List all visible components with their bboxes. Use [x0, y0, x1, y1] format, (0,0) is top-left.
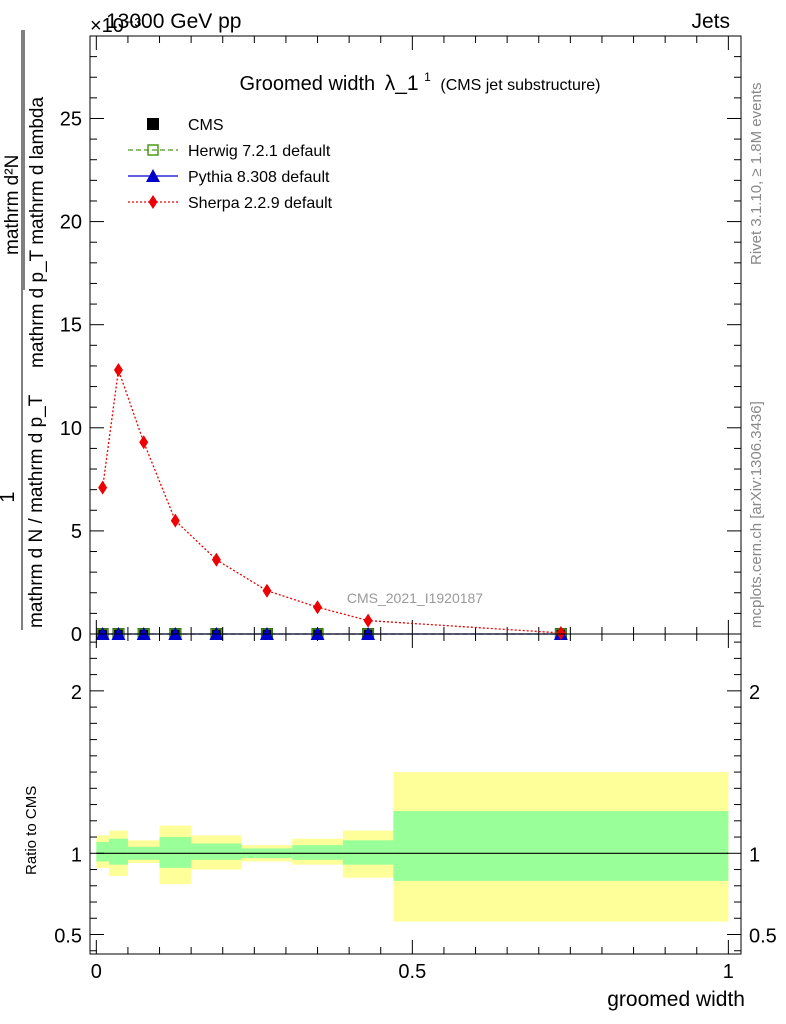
legend-marker — [147, 118, 159, 130]
data-point-3 — [363, 613, 373, 628]
data-point-3 — [170, 513, 180, 528]
title-superscript: 1 — [424, 70, 431, 84]
data-point-3 — [211, 552, 221, 567]
main-ytick-label: 15 — [60, 315, 82, 337]
ratio-band-inner — [159, 837, 192, 868]
legend-marker — [147, 144, 159, 156]
ratio-ytick-label: 2 — [71, 682, 82, 704]
ratio-band-inner — [108, 838, 128, 865]
legend-label: Sherpa 2.2.9 default — [188, 195, 333, 212]
data-point-3 — [313, 600, 323, 615]
main-ytick-label: 20 — [60, 212, 82, 234]
data-point-3 — [556, 625, 566, 640]
rivet-label: Rivet 3.1.10, ≥ 1.8M events — [748, 83, 765, 266]
x-axis-label: groomed width — [607, 988, 745, 1011]
legend-marker — [146, 169, 160, 182]
ratio-band-inner — [96, 841, 109, 862]
ratio-ylabel: Ratio to CMS — [23, 786, 40, 875]
main-ytick-label: 5 — [71, 521, 82, 543]
analysis-watermark: CMS_2021_I1920187 — [347, 590, 483, 606]
main-panel: 0 5 10 15 20 25 — [60, 35, 741, 646]
legend-label: Herwig 7.2.1 default — [188, 143, 331, 160]
legend-label: CMS — [188, 117, 224, 134]
ratio-band-inner — [191, 843, 242, 860]
main-ytick-label: 25 — [60, 108, 82, 130]
ratio-band-inner — [292, 845, 343, 860]
xtick-label: 0 — [91, 961, 102, 983]
mcplots-label: mcplots.cern.ch [arXiv:1306.3436] — [748, 401, 765, 628]
chart-title: Groomed width λ_1 1 (CMS jet substructur… — [240, 64, 601, 95]
data-point-3 — [113, 363, 123, 378]
legend-label: Pythia 8.308 default — [188, 169, 330, 186]
title-note: (CMS jet substructure) — [440, 77, 600, 94]
main-ytick-label: 0 — [71, 624, 82, 646]
xtick-label: 1 — [723, 961, 734, 983]
data-point-3 — [98, 480, 108, 495]
series-line-3 — [101, 369, 561, 634]
ratio-ytick-label-right: 0.5 — [749, 926, 777, 948]
ratio-frame — [89, 633, 742, 955]
ratio-ytick-label: 1 — [71, 844, 82, 866]
ratio-ytick-label: 0.5 — [54, 926, 82, 948]
data-point-3 — [139, 435, 149, 450]
main-ytick-label: 10 — [60, 418, 82, 440]
xtick-label: 0.5 — [398, 961, 426, 983]
ylabel-denominator: mathrm d N / mathrm d p_T — [26, 394, 47, 628]
legend: CMS Herwig 7.2.1 default Pythia 8.308 defa… — [128, 117, 333, 212]
title-symbol: λ_1 — [385, 72, 419, 95]
jets-label: Jets — [691, 10, 730, 33]
main-ylabel: 1 mathrm d N / mathrm d p_T mathrm d²N m… — [0, 30, 48, 630]
ratio-band-inner — [342, 840, 394, 865]
scale-exponent: ×10⁻³ — [90, 15, 141, 37]
ylabel-frac-den: mathrm d p_T mathrm d lambda — [27, 97, 48, 368]
ratio-ytick-label-right: 1 — [749, 844, 760, 866]
legend-marker — [148, 195, 158, 209]
ratio-band-inner — [393, 811, 729, 881]
title-text: Groomed width — [240, 73, 376, 95]
energy-label: 13000 GeV pp — [106, 10, 241, 33]
ratio-ytick-label-right: 2 — [749, 682, 760, 704]
ratio-panel: 0.5 0.5 1 1 2 2 0 0.5 1 — [54, 634, 777, 983]
ylabel-one: 1 — [0, 491, 19, 502]
ylabel-frac-num: mathrm d²N — [2, 155, 23, 255]
data-point-3 — [262, 583, 272, 598]
